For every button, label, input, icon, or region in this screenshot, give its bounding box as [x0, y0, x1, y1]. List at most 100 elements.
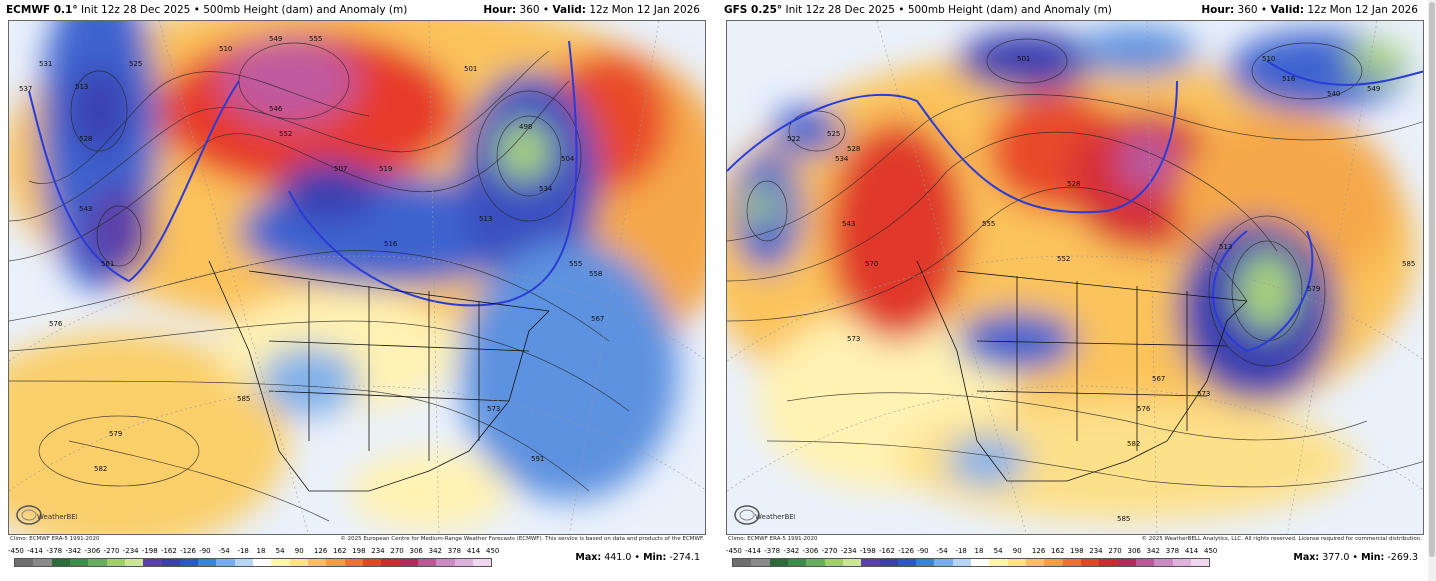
scale-swatch	[1080, 559, 1100, 566]
scale-swatch	[897, 559, 917, 566]
contour-label: 501	[1017, 55, 1030, 63]
scale-tick-label: 126	[313, 547, 328, 555]
scale-swatch	[51, 559, 70, 566]
scale-tick-label: -126	[180, 547, 196, 555]
gfs-panel: GFS 0.25° Init 12z 28 Dec 2025 • 500mb H…	[718, 0, 1424, 581]
scale-swatch	[106, 559, 125, 566]
scrollbar-thumb[interactable]	[1429, 2, 1435, 557]
contour-label: 504	[561, 155, 575, 163]
scale-swatch	[1190, 559, 1210, 566]
scale-tick-label: -270	[821, 547, 838, 555]
contour-label: 516	[384, 240, 398, 248]
gfs-climo-note: Climo: ECMWF ERA-5 1991-2020	[728, 536, 818, 542]
weatherbell-logo: WeatherBELL	[734, 505, 795, 525]
ecmwf-title-bar: ECMWF 0.1° Init 12z 28 Dec 2025 • 500mb …	[6, 4, 700, 16]
scale-swatch	[179, 559, 199, 566]
contour-label: 513	[1219, 243, 1232, 251]
scale-tick-label: 270	[390, 547, 404, 555]
scale-tick-label: -18	[237, 547, 249, 555]
scale-swatch	[1135, 559, 1155, 566]
gfs-map: 522 525 528 534 543 570 573 555 552 528 567 573 576 5…	[726, 20, 1424, 535]
scale-swatch	[861, 559, 880, 566]
gfs-title-bar: GFS 0.25° Init 12z 28 Dec 2025 • 500mb H…	[724, 4, 1418, 16]
scale-tick-label: -414	[27, 547, 43, 555]
contour-label: 543	[79, 205, 92, 213]
contour-label: 528	[1067, 180, 1080, 188]
contour-label: 567	[1152, 375, 1165, 383]
scale-tick-label: 162	[1051, 547, 1065, 555]
scale-swatch	[824, 559, 843, 566]
gfs-init: Init 12z 28 Dec 2025	[785, 4, 895, 16]
ecmwf-map: 576 579 585 582 561 543 528 513 537 531 525 510 549 5…	[8, 20, 706, 535]
scale-tick-label: -54	[218, 547, 230, 555]
contour-label: 531	[39, 60, 52, 68]
contour-label: 582	[1127, 440, 1140, 448]
scale-tick-label: -162	[160, 547, 177, 555]
ecmwf-product: 500mb Height (dam) and Anomaly (m)	[203, 4, 408, 16]
contour-label: 546	[269, 105, 283, 113]
gfs-valid-label: Valid:	[1270, 4, 1305, 16]
scale-tick-label: 342	[1146, 547, 1160, 555]
scale-tick-label: 414	[1184, 547, 1199, 555]
scale-swatch	[472, 559, 492, 566]
scale-tick-label: -342	[65, 547, 82, 555]
gfs-max-value: 377.0	[1322, 552, 1350, 563]
ecmwf-min-value: -274.1	[669, 552, 700, 563]
scale-swatch	[769, 559, 788, 566]
scale-swatch	[289, 559, 308, 566]
scale-tick-label: 198	[352, 547, 366, 555]
contour-label: 510	[219, 45, 232, 53]
scale-tick-label: 378	[1165, 547, 1180, 555]
scale-swatch	[344, 559, 363, 566]
scale-swatch	[234, 559, 254, 566]
scale-tick-label: 90	[294, 547, 304, 555]
ecmwf-hour: 360	[519, 4, 540, 16]
scale-swatch	[1154, 559, 1173, 566]
ecmwf-max-label: Max:	[575, 552, 602, 563]
ecmwf-color-scale	[14, 558, 492, 567]
ecmwf-climo-note: Climo: ECMWF ERA-5 1991-2020	[10, 536, 100, 542]
scale-tick-label: 18	[974, 547, 984, 555]
contour-label: 573	[847, 335, 860, 343]
contour-label: 585	[1402, 260, 1415, 268]
contour-label: 534	[539, 185, 553, 193]
ecmwf-model-name: ECMWF 0.1°	[6, 4, 78, 16]
scale-tick-label: 450	[486, 547, 500, 555]
contour-label: 528	[847, 145, 860, 153]
page-scrollbar[interactable]	[1428, 0, 1436, 581]
scale-swatch	[1007, 559, 1026, 566]
contour-label: 534	[835, 155, 849, 163]
gfs-valid: 12z Mon 12 Jan 2026	[1307, 4, 1418, 16]
scale-tick-label: 342	[428, 547, 442, 555]
ecmwf-valid-label: Valid:	[552, 4, 587, 16]
gfs-max-min: Max: 377.0 • Min: -269.3	[1293, 552, 1418, 563]
contour-label: 540	[1327, 90, 1340, 98]
scale-swatch	[934, 559, 953, 566]
scale-swatch	[362, 559, 382, 566]
contour-label: 558	[589, 270, 602, 278]
scale-swatch	[989, 559, 1008, 566]
scale-swatch	[253, 559, 272, 566]
contour-label: 510	[1262, 55, 1275, 63]
weatherbell-logo: WeatherBELL	[16, 505, 77, 525]
scale-tick-label: 126	[1031, 547, 1046, 555]
scale-swatch	[15, 559, 34, 566]
scale-tick-label: 162	[333, 547, 347, 555]
scale-tick-label: 234	[371, 547, 385, 555]
contour-label: 549	[1367, 85, 1380, 93]
contour-label: 528	[79, 135, 92, 143]
gfs-copyright: © 2025 WeatherBELL Analytics, LLC. All r…	[1141, 536, 1422, 542]
scale-tick-label: -234	[840, 547, 857, 555]
scale-swatch	[952, 559, 972, 566]
gfs-max-label: Max:	[1293, 552, 1320, 563]
scale-swatch	[806, 559, 825, 566]
scale-swatch	[733, 559, 752, 566]
scale-swatch	[161, 559, 180, 566]
contour-label: 516	[1282, 75, 1296, 83]
contour-label: 537	[19, 85, 32, 93]
scale-tick-label: 54	[275, 547, 285, 555]
scale-swatch	[1117, 559, 1136, 566]
scale-tick-label: 270	[1108, 547, 1122, 555]
scale-swatch	[88, 559, 107, 566]
contour-label: 576	[1137, 405, 1151, 413]
